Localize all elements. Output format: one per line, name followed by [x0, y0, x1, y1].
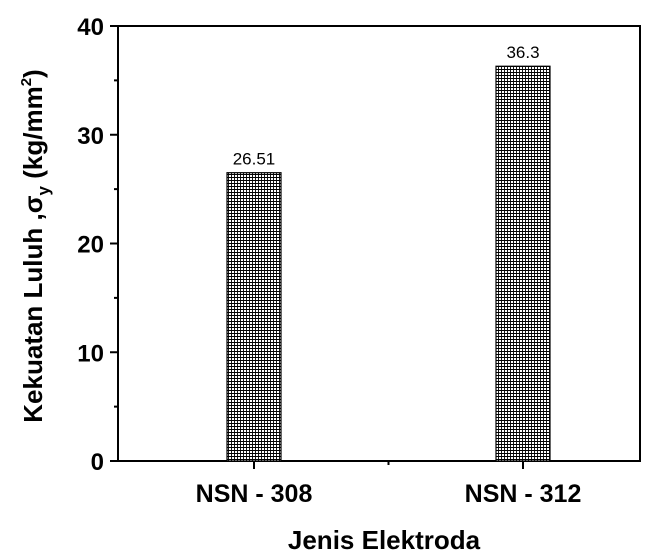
plot-frame: [117, 25, 641, 462]
y-axis-title-unit: (kg/mm: [18, 86, 48, 186]
bar-data-label: 36.3: [506, 43, 539, 62]
y-axis-title-unit-close: ): [18, 69, 48, 78]
bar-data-label: 26.51: [233, 150, 276, 169]
y-tick-label: 20: [77, 232, 104, 259]
y-tick-label: 40: [77, 14, 104, 41]
bar: [226, 172, 282, 462]
y-axis-title: Kekuatan Luluh ,σy (kg/mm2): [18, 69, 53, 422]
y-tick-label: 30: [77, 123, 104, 150]
y-axis-title-symbol: σ: [18, 195, 48, 213]
y-axis-title-unit-superscript: 2: [18, 78, 35, 86]
x-tick-label: NSN - 312: [465, 480, 582, 508]
x-tick-label: NSN - 308: [196, 480, 313, 508]
y-axis-title-main: Kekuatan Luluh ,: [18, 213, 48, 422]
y-tick-label: 10: [77, 340, 104, 367]
y-axis-title-subscript: y: [34, 185, 53, 195]
bar: [495, 65, 551, 462]
x-axis-title: Jenis Elektroda: [288, 525, 481, 555]
plot-area: 0 10 20 30 40 26.51 NSN - 308 36.3 NSN - 312: [77, 14, 641, 508]
y-tick-label: 0: [91, 449, 104, 476]
